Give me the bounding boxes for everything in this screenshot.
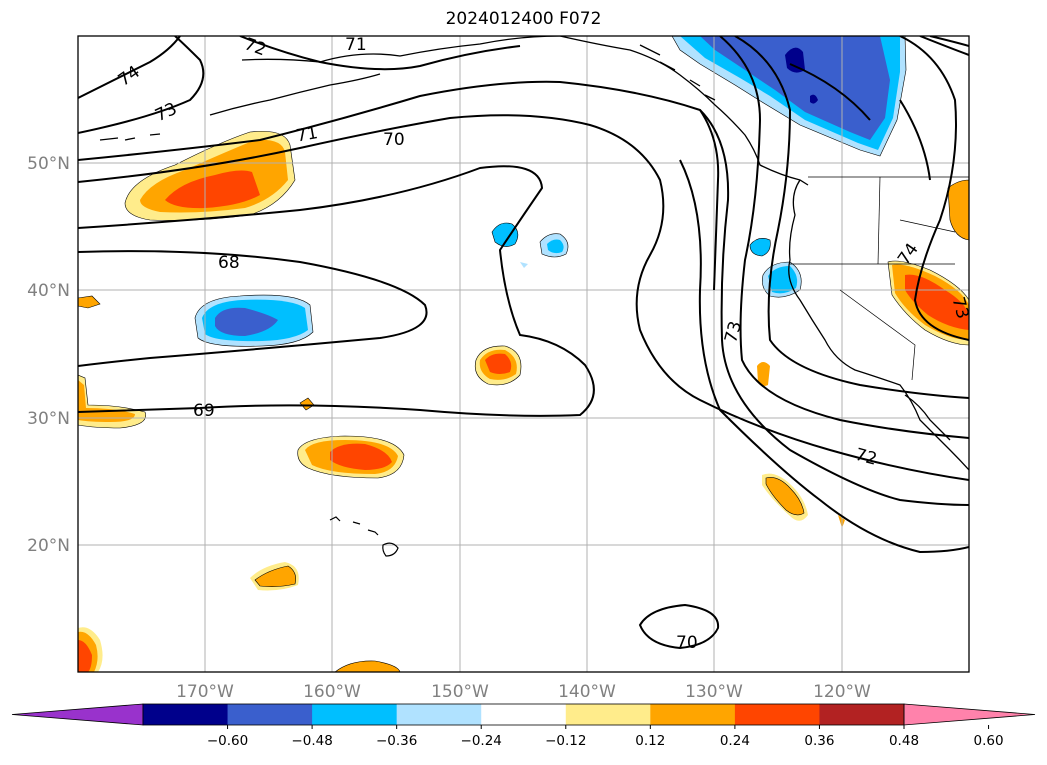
colorbar-frame: [142, 703, 905, 726]
colorbar-ticks: −0.60 −0.48 −0.36 −0.24 −0.12 0.12 0.24 0.36 0.4…: [207, 725, 1004, 749]
colorbar: [11, 703, 1036, 726]
colorbar-segment: [227, 704, 313, 725]
lat-label: 30°N: [27, 409, 70, 429]
colorbar-segment: [481, 704, 567, 725]
contour-label: 73: [948, 295, 973, 321]
colorbar-segment: [650, 704, 736, 725]
anomaly-shading: [78, 36, 969, 672]
contour-69: [78, 165, 595, 417]
contour-label: 68: [218, 253, 240, 273]
contour-70: [78, 114, 969, 481]
map-frame: [77, 35, 970, 673]
lon-label: 140°W: [558, 682, 616, 702]
contour-label: 70: [676, 633, 698, 653]
colorbar-tick-label: −0.48: [291, 733, 332, 749]
contour-74: [78, 36, 181, 99]
contour-70-south: [679, 159, 969, 554]
colorbar-tick-label: 0.12: [635, 733, 665, 749]
lon-label: 160°W: [303, 682, 361, 702]
lon-label: 170°W: [176, 682, 234, 702]
colorbar-tick-label: −0.36: [376, 733, 417, 749]
hawaii-islands: [329, 516, 399, 557]
colorbar-tick-label: −0.12: [545, 733, 586, 749]
longitude-labels: 170°W 160°W 150°W 140°W 130°W 120°W: [176, 682, 871, 702]
lon-label: 150°W: [431, 682, 489, 702]
contour-label: 71: [345, 35, 367, 55]
contour-label: 70: [383, 130, 405, 150]
contour-74-east: [899, 36, 969, 341]
colorbar-extend-low: [11, 703, 144, 726]
colorbar-tick-label: 0.60: [974, 733, 1004, 749]
lat-label: 20°N: [27, 536, 70, 556]
colorbar-segment: [819, 704, 905, 725]
contour-68: [78, 250, 428, 367]
contour-73-east: [734, 36, 969, 399]
contour-73: [78, 36, 205, 134]
colorbar-segment: [143, 704, 229, 725]
colorbar-tick-label: 0.24: [720, 733, 750, 749]
lat-label: 40°N: [27, 281, 70, 301]
colorbar-segment: [396, 704, 482, 725]
lon-label: 120°W: [813, 682, 871, 702]
colorbar-segment: [565, 704, 651, 725]
contour-71-south: [699, 109, 969, 506]
political-borders: [790, 176, 969, 381]
colorbar-tick-label: 0.36: [804, 733, 834, 749]
colorbar-tick-label: −0.24: [461, 733, 502, 749]
colorbar-segment: [312, 704, 398, 725]
colorbar-tick-label: 0.48: [889, 733, 919, 749]
contour-label: 69: [193, 401, 215, 421]
contour-72-east: [719, 36, 969, 439]
contour-71: [78, 80, 720, 291]
contour-73-se: [789, 63, 931, 181]
lon-label: 130°W: [685, 682, 743, 702]
contour-70-small: [638, 603, 720, 650]
lat-label: 50°N: [27, 154, 70, 174]
contour-label: 71: [295, 123, 320, 146]
map-title: 2024012400 F072: [445, 9, 602, 29]
colorbar-extend-high: [903, 703, 1036, 726]
latitude-labels: 50°N 40°N 30°N 20°N: [27, 154, 70, 556]
colorbar-segment: [734, 704, 820, 725]
contour-lines: [78, 36, 969, 650]
colorbar-tick-label: −0.60: [207, 733, 248, 749]
contour-72: [239, 36, 521, 71]
